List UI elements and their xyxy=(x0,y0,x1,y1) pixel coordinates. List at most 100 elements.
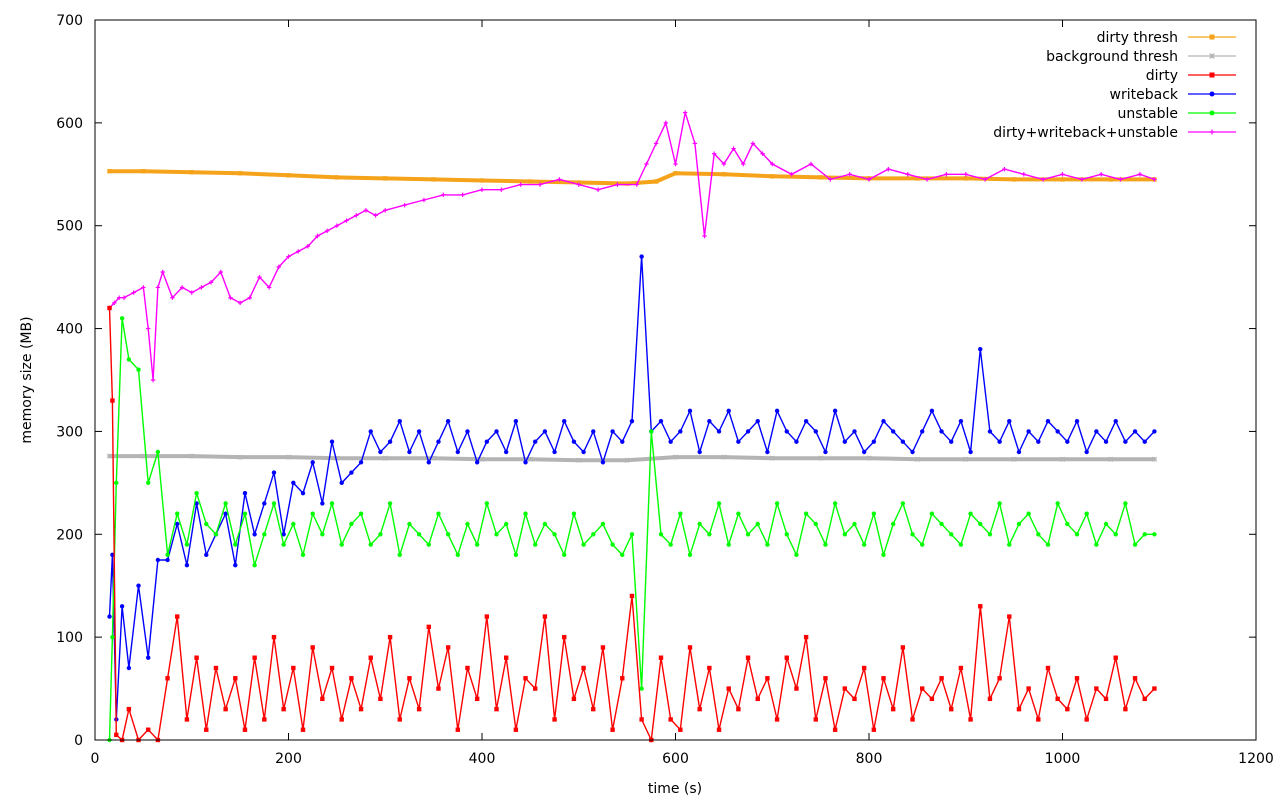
data-point xyxy=(527,456,533,462)
data-point xyxy=(712,151,717,156)
data-point xyxy=(774,717,780,722)
data-point xyxy=(987,532,993,537)
axes: 0 200 400 600 800 1000 1200 0 100 200 300 400 500 600… xyxy=(56,13,1274,767)
data-point xyxy=(155,285,161,290)
data-point xyxy=(576,182,581,187)
data-point xyxy=(465,521,470,527)
data-point xyxy=(126,706,132,712)
data-point xyxy=(881,676,886,681)
data-point xyxy=(528,179,533,184)
data-point xyxy=(358,460,364,465)
data-point xyxy=(237,454,243,460)
data-point xyxy=(687,645,693,650)
plot-series xyxy=(106,110,1158,743)
data-point xyxy=(842,686,848,691)
data-point xyxy=(141,285,146,290)
legend: dirty thresh background thresh dirty writeb… xyxy=(993,30,1236,141)
data-point xyxy=(755,521,760,527)
data-point xyxy=(944,172,949,177)
data-point xyxy=(939,521,944,527)
data-point xyxy=(513,418,519,424)
x-tick-label: 400 xyxy=(469,751,496,767)
y-tick-label: 400 xyxy=(56,322,83,338)
data-point xyxy=(803,511,809,516)
x-axis-label: time (s) xyxy=(648,781,702,797)
data-point xyxy=(397,552,402,558)
data-point xyxy=(484,439,490,444)
data-point xyxy=(847,172,852,177)
data-point xyxy=(1036,717,1041,722)
data-point xyxy=(1113,418,1118,424)
data-point xyxy=(1132,429,1138,434)
data-point xyxy=(349,521,354,527)
data-point xyxy=(702,233,707,239)
data-point xyxy=(523,676,528,681)
data-point xyxy=(204,552,209,558)
data-point xyxy=(721,172,727,177)
data-point xyxy=(179,285,185,290)
data-point xyxy=(716,501,722,506)
data-point xyxy=(610,429,615,434)
data-point xyxy=(1142,532,1147,537)
data-point xyxy=(503,449,509,455)
data-point xyxy=(199,285,204,290)
data-point xyxy=(271,634,277,640)
data-point xyxy=(803,634,809,640)
y-tick-label: 100 xyxy=(56,630,83,646)
data-point xyxy=(852,696,857,702)
data-point xyxy=(1026,429,1031,434)
data-point xyxy=(1016,706,1022,712)
data-point xyxy=(900,645,906,650)
data-point xyxy=(1137,172,1143,177)
data-point xyxy=(300,552,306,558)
data-point xyxy=(765,676,770,681)
data-point xyxy=(678,727,683,732)
data-point xyxy=(1036,532,1041,537)
data-point xyxy=(968,717,973,722)
data-point xyxy=(668,439,673,444)
series-unstable xyxy=(107,316,1157,743)
data-point xyxy=(886,166,891,172)
data-point xyxy=(1040,177,1046,182)
data-point xyxy=(968,511,973,516)
data-point xyxy=(460,192,465,198)
data-point xyxy=(474,460,480,465)
data-point xyxy=(513,552,519,558)
data-point xyxy=(1108,177,1114,182)
data-point xyxy=(242,490,248,496)
data-point xyxy=(286,254,291,259)
data-point xyxy=(629,593,635,599)
data-point xyxy=(387,634,393,640)
data-point xyxy=(474,542,480,547)
data-point xyxy=(155,557,161,563)
data-point xyxy=(484,614,490,619)
data-point xyxy=(789,172,794,177)
data-point xyxy=(189,453,195,459)
data-point xyxy=(1065,439,1070,444)
data-point xyxy=(339,717,344,722)
data-point xyxy=(1045,665,1051,671)
data-point xyxy=(208,280,214,285)
data-point xyxy=(1209,72,1215,78)
data-point xyxy=(233,562,238,568)
data-point xyxy=(963,176,968,181)
data-point xyxy=(257,274,262,280)
legend-label: dirty+writeback+unstable xyxy=(993,125,1178,141)
data-point xyxy=(963,172,968,177)
data-point xyxy=(673,171,678,176)
data-point xyxy=(1152,429,1157,434)
data-point xyxy=(571,696,577,702)
data-point xyxy=(146,326,151,331)
data-point xyxy=(533,542,538,547)
data-point xyxy=(890,521,896,527)
data-point xyxy=(310,645,315,650)
data-point xyxy=(581,449,586,455)
data-point xyxy=(552,449,557,455)
data-point xyxy=(765,542,770,547)
data-point xyxy=(1002,166,1007,172)
data-point xyxy=(368,655,373,660)
data-point xyxy=(407,521,412,527)
data-point xyxy=(1060,177,1065,182)
data-point xyxy=(523,511,528,516)
data-point xyxy=(116,295,122,300)
